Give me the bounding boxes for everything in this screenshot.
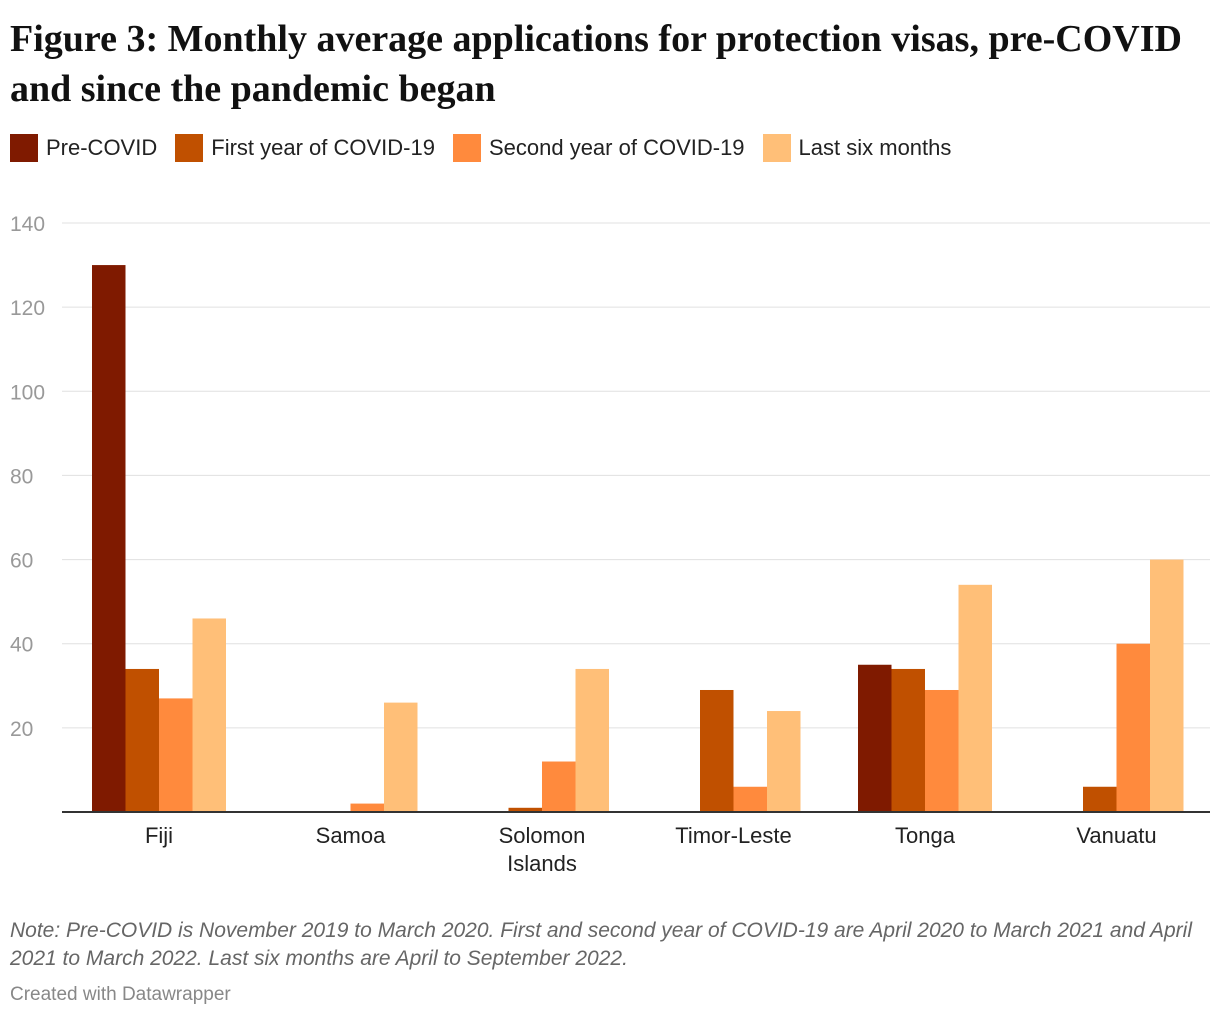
bar-vanuatu-1 [1083,786,1117,812]
legend: Pre-COVID First year of COVID-19 Second ye… [10,134,969,162]
legend-item: Pre-COVID [10,134,157,162]
bar-fiji-1 [125,668,159,812]
legend-swatch [175,134,204,162]
legend-item: Last six months [762,134,952,162]
x-tick-label: Samoa [316,823,386,848]
legend-label: First year of COVID-19 [211,135,435,160]
legend-label: Pre-COVID [46,135,158,160]
y-tick-label: 100 [10,381,45,404]
bar-solomon-islands-2 [542,761,576,812]
x-tick-label: Timor-Leste [675,823,792,848]
x-tick-label: Solomon Islands [499,823,586,876]
legend-swatch [10,134,38,162]
x-tick-label: Vanuatu [1076,823,1156,848]
chart-note: Note: Pre-COVID is November 2019 to Marc… [10,919,1192,970]
legend-item: Second year of COVID-19 [452,134,745,162]
credit-line: Created with Datawrapper [10,984,231,1005]
legend-label: Second year of COVID-19 [488,135,745,160]
bar-tonga-1 [891,668,925,812]
bar-samoa-2 [350,803,384,812]
bar-solomon-islands-3 [575,668,609,812]
x-tick-label: Tonga [895,823,956,848]
y-tick-label: 120 [10,297,45,320]
legend-label: Last six months [798,135,952,160]
legend-swatch [452,134,481,162]
bar-samoa-3 [384,702,418,812]
bar-fiji-3 [192,618,226,812]
bar-fiji-2 [159,698,193,812]
bar-tonga-3 [958,584,992,812]
bar-chart: 20 40 60 80 100 120 140 Fiji Samoa Solomon Islands… [10,213,1210,876]
bar-timor-leste-3 [767,711,801,812]
y-tick-label: 60 [10,550,33,573]
y-tick-label: 140 [10,213,45,236]
legend-item: First year of COVID-19 [175,134,435,162]
bar-fiji-0 [92,265,126,812]
y-tick-label: 80 [10,465,33,488]
bar-vanuatu-3 [1150,559,1184,812]
bar-vanuatu-2 [1116,643,1150,812]
chart-title: Figure 3: Monthly average applications f… [10,18,1182,110]
bar-solomon-islands-1 [508,807,542,812]
x-tick-label: Fiji [145,823,173,848]
bar-timor-leste-1 [700,689,734,812]
y-tick-label: 40 [10,634,33,657]
bar-tonga-2 [925,689,959,812]
bar-timor-leste-2 [733,786,767,812]
bar-tonga-0 [858,664,892,812]
legend-swatch [762,134,791,162]
y-tick-label: 20 [10,718,33,741]
